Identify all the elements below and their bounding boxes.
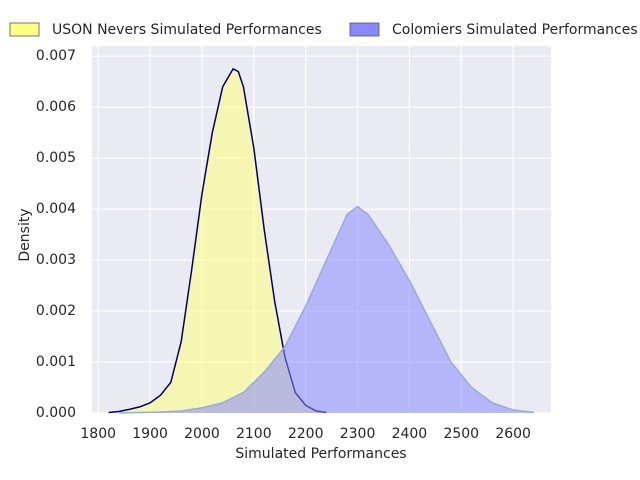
density-area — [119, 206, 534, 413]
legend-swatch — [349, 22, 380, 37]
x-tick-label: 2200 — [288, 426, 324, 442]
y-tick-label: 0.001 — [36, 354, 76, 370]
density-line — [118, 205, 534, 414]
y-tick-label: 0.006 — [36, 99, 76, 115]
legend-swatch — [9, 22, 40, 37]
x-tick-label: 1900 — [132, 426, 168, 442]
x-tick-label: 2400 — [392, 426, 428, 442]
x-tick-label: 2100 — [236, 426, 272, 442]
x-tick-label: 2600 — [495, 426, 531, 442]
x-tick-label: 2500 — [443, 426, 479, 442]
legend-label: Colomiers Simulated Performances — [392, 22, 638, 38]
y-tick-label: 0.005 — [36, 150, 76, 166]
x-tick-label: 2300 — [340, 426, 376, 442]
y-tick-label: 0.007 — [36, 48, 76, 64]
y-tick-label: 0.004 — [36, 201, 76, 217]
y-tick-label: 0.002 — [36, 303, 76, 319]
x-tick-label: 2000 — [184, 426, 220, 442]
x-tick-label: 1800 — [80, 426, 116, 442]
y-tick-label: 0.000 — [36, 405, 76, 421]
y-axis-label: Density — [17, 208, 33, 261]
density-area — [108, 68, 327, 414]
y-tick-label: 0.003 — [36, 252, 76, 268]
legend-label: USON Nevers Simulated Performances — [52, 22, 322, 38]
x-axis-label: Simulated Performances — [235, 446, 406, 462]
